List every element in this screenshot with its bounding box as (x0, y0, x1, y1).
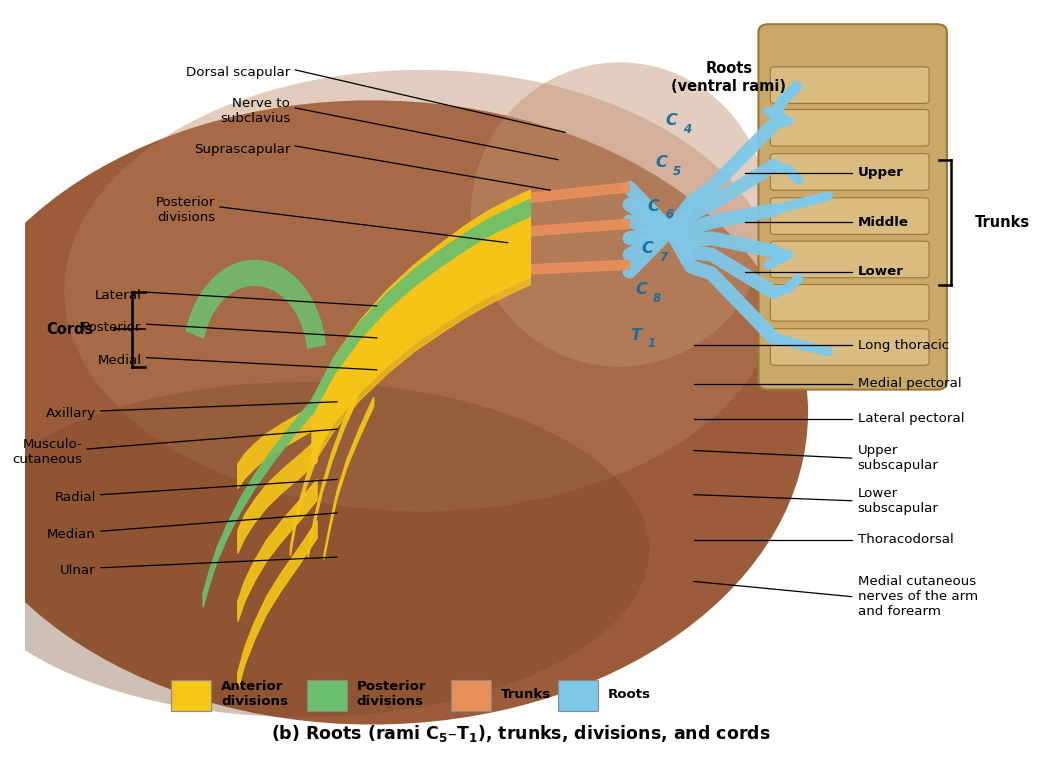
Text: Roots: Roots (608, 688, 650, 701)
Bar (171, 681, 211, 711)
Polygon shape (530, 261, 630, 274)
Text: Posterior
divisions: Posterior divisions (156, 196, 215, 224)
Text: Trunks: Trunks (501, 688, 551, 701)
Bar (558, 681, 597, 711)
Text: Cords: Cords (47, 322, 94, 337)
Ellipse shape (0, 382, 649, 717)
Text: 8: 8 (654, 292, 662, 305)
FancyBboxPatch shape (770, 329, 929, 365)
Bar (451, 681, 490, 711)
Text: Medial cutaneous
nerves of the arm
and forearm: Medial cutaneous nerves of the arm and f… (857, 575, 978, 618)
Polygon shape (312, 199, 530, 416)
Text: Posterior
divisions: Posterior divisions (356, 680, 426, 708)
Text: 4: 4 (683, 123, 691, 136)
Text: T: T (630, 328, 641, 343)
Text: Dorsal scapular: Dorsal scapular (186, 66, 290, 79)
Text: Ulnar: Ulnar (60, 565, 96, 578)
Text: C: C (636, 283, 647, 297)
Polygon shape (203, 397, 314, 607)
Polygon shape (312, 199, 530, 466)
Text: Nerve to
subclavius: Nerve to subclavius (220, 97, 290, 125)
Text: Lateral pectoral: Lateral pectoral (857, 412, 964, 425)
Text: Musculo-
cutaneous: Musculo- cutaneous (12, 438, 82, 466)
Text: Lower
subscapular: Lower subscapular (857, 487, 938, 515)
Text: Thoracodorsal: Thoracodorsal (857, 533, 954, 546)
Text: Anterior
divisions: Anterior divisions (221, 680, 288, 708)
Text: Long thoracic: Long thoracic (857, 339, 949, 352)
Polygon shape (238, 480, 317, 622)
Text: Radial: Radial (55, 491, 96, 504)
Polygon shape (309, 390, 356, 557)
Ellipse shape (0, 100, 808, 724)
Polygon shape (238, 439, 317, 553)
Ellipse shape (64, 70, 778, 511)
Text: C: C (641, 241, 654, 256)
Polygon shape (238, 403, 317, 488)
Polygon shape (186, 261, 325, 348)
FancyBboxPatch shape (770, 198, 929, 235)
Polygon shape (312, 190, 530, 458)
Text: Trunks: Trunks (975, 215, 1030, 230)
FancyBboxPatch shape (758, 24, 947, 390)
Text: C: C (656, 155, 667, 170)
Text: Upper
subscapular: Upper subscapular (857, 444, 938, 472)
Text: Median: Median (47, 528, 96, 541)
FancyBboxPatch shape (770, 154, 929, 190)
Text: Roots
(ventral rami): Roots (ventral rami) (671, 61, 787, 94)
Text: 7: 7 (659, 251, 667, 264)
Text: Posterior: Posterior (82, 321, 141, 334)
Text: 5: 5 (673, 164, 682, 178)
Text: 6: 6 (665, 208, 673, 221)
Text: Axillary: Axillary (46, 407, 96, 420)
Text: Medial: Medial (98, 354, 141, 367)
Text: Suprascapular: Suprascapular (194, 143, 290, 156)
Text: C: C (647, 199, 659, 214)
Polygon shape (238, 520, 317, 691)
Text: Upper: Upper (857, 166, 904, 180)
Text: Lateral: Lateral (95, 289, 141, 302)
Text: Medial pectoral: Medial pectoral (857, 377, 961, 390)
FancyBboxPatch shape (770, 241, 929, 277)
Polygon shape (530, 183, 630, 202)
Bar (308, 681, 347, 711)
FancyBboxPatch shape (770, 109, 929, 146)
FancyBboxPatch shape (770, 67, 929, 103)
Text: Middle: Middle (857, 215, 909, 228)
Polygon shape (530, 219, 630, 236)
Text: Lower: Lower (857, 265, 904, 278)
Ellipse shape (471, 63, 769, 367)
FancyBboxPatch shape (770, 284, 929, 321)
Text: C: C (665, 113, 677, 128)
Polygon shape (290, 382, 342, 555)
Polygon shape (324, 397, 374, 559)
Text: 1: 1 (647, 338, 656, 351)
Text: (b) Roots (rami $\mathregular{C_5}$–$\mathregular{T_1}$), trunks, divisions, and: (b) Roots (rami $\mathregular{C_5}$–$\ma… (270, 724, 770, 744)
